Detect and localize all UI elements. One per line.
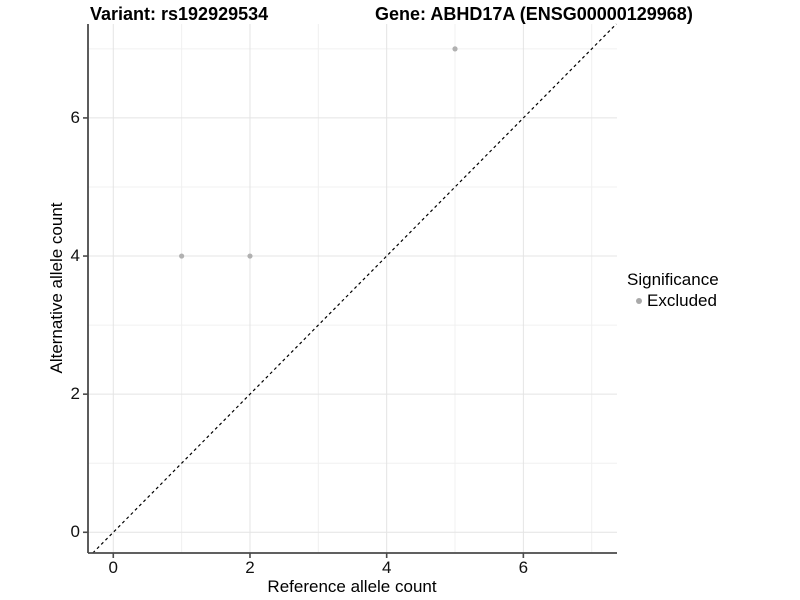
- data-point: [452, 46, 458, 52]
- x-tick-label: 0: [108, 558, 119, 577]
- y-axis-label: Alternative allele count: [47, 202, 66, 374]
- plot-title-variant: Variant: rs192929534: [90, 4, 269, 24]
- data-point: [247, 253, 253, 259]
- y-tick-label: 4: [70, 246, 80, 266]
- legend-item-label: Excluded: [647, 291, 717, 310]
- y-tick-label: 2: [70, 384, 80, 404]
- x-tick-label: 4: [381, 558, 392, 577]
- x-tick-label: 6: [518, 558, 529, 577]
- x-axis-label: Reference allele count: [267, 577, 437, 596]
- identity-line: [92, 23, 617, 554]
- x-tick-label: 2: [245, 558, 255, 577]
- plot-title-gene: Gene: ABHD17A (ENSG00000129968): [375, 4, 693, 24]
- legend-items: Excluded: [627, 291, 719, 310]
- y-tick-label: 0: [70, 522, 80, 542]
- legend-title: Significance: [627, 270, 719, 289]
- legend-point-icon: [636, 297, 642, 304]
- y-tick-label: 6: [70, 107, 80, 127]
- legend: Significance Excluded: [627, 270, 719, 310]
- legend-item: Excluded: [636, 291, 719, 310]
- data-point: [179, 253, 185, 259]
